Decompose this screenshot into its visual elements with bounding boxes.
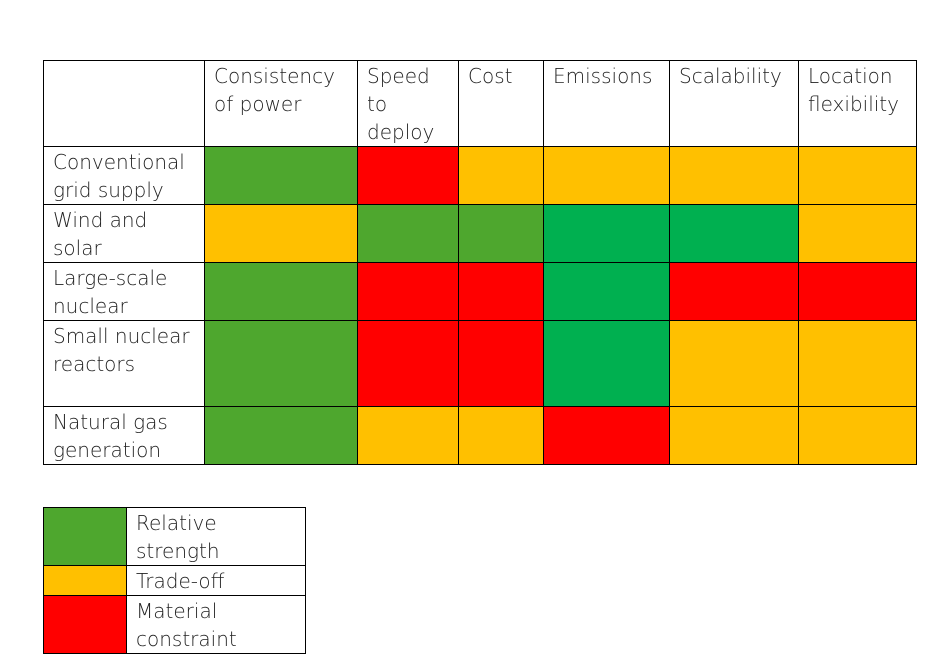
rating-cell [798, 320, 917, 407]
rating-cell [204, 262, 358, 321]
rating-cell [458, 320, 544, 407]
matrix-row: Conventional grid supply [43, 146, 917, 205]
rating-cell [543, 406, 670, 465]
rating-cell [543, 262, 670, 321]
rating-cell [458, 204, 544, 263]
rating-cell [669, 146, 799, 205]
rating-cell [204, 320, 358, 407]
column-header: Consistency of power [204, 60, 358, 147]
legend-label: Relative strength [126, 507, 306, 566]
rating-cell [798, 204, 917, 263]
rating-cell [798, 262, 917, 321]
legend-swatch [43, 595, 127, 654]
legend-swatch [43, 507, 127, 566]
rating-cell [669, 262, 799, 321]
row-label: Natural gas generation [43, 406, 205, 465]
rating-cell [543, 204, 670, 263]
rating-cell [669, 204, 799, 263]
assessment-matrix: Consistency of power Speed to deploy Cos… [43, 60, 917, 465]
rating-cell [357, 204, 459, 263]
matrix-row: Small nuclear reactors [43, 320, 917, 407]
matrix-row: Wind and solar [43, 204, 917, 263]
legend-label: Trade-off [126, 565, 306, 596]
column-header: Cost [458, 60, 544, 147]
rating-cell [204, 146, 358, 205]
rating-cell [458, 262, 544, 321]
row-label: Large-scale nuclear [43, 262, 205, 321]
matrix-row: Natural gas generation [43, 406, 917, 465]
rating-cell [357, 406, 459, 465]
legend-label: Material constraint [126, 595, 306, 654]
row-label: Conventional grid supply [43, 146, 205, 205]
column-header: Location flexibility [798, 60, 917, 147]
header-row: Consistency of power Speed to deploy Cos… [43, 60, 917, 147]
column-header: Emissions [543, 60, 670, 147]
legend: Relative strength Trade-off Material con… [43, 507, 306, 654]
rating-cell [357, 320, 459, 407]
rating-cell [669, 406, 799, 465]
rating-cell [204, 406, 358, 465]
legend-item: Material constraint [43, 595, 306, 654]
matrix-row: Large-scale nuclear [43, 262, 917, 321]
rating-cell [357, 262, 459, 321]
legend-item: Relative strength [43, 507, 306, 566]
rating-cell [204, 204, 358, 263]
column-header: Scalability [669, 60, 799, 147]
rating-cell [458, 146, 544, 205]
rating-cell [543, 146, 670, 205]
rating-cell [458, 406, 544, 465]
rating-cell [669, 320, 799, 407]
rating-cell [357, 146, 459, 205]
rating-cell [798, 146, 917, 205]
legend-item: Trade-off [43, 565, 306, 596]
corner-cell [43, 60, 205, 147]
rating-cell [798, 406, 917, 465]
row-label: Wind and solar [43, 204, 205, 263]
legend-swatch [43, 565, 127, 596]
rating-cell [543, 320, 670, 407]
column-header: Speed to deploy [357, 60, 459, 147]
row-label: Small nuclear reactors [43, 320, 205, 407]
